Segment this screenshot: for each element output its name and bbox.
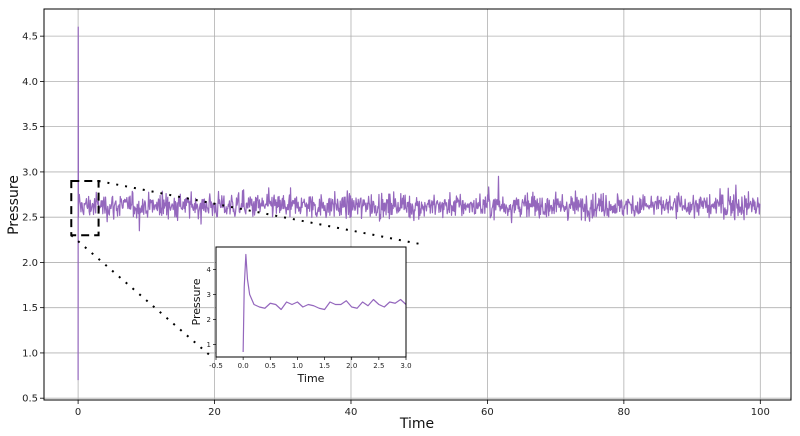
inset-x-tick-label: 1.5: [319, 362, 330, 370]
main-y-tick-label: 4.5: [22, 32, 38, 43]
main-x-ticks: 0 20 40 60 80 100: [75, 400, 770, 418]
inset-y-tick-label: 2: [207, 316, 211, 324]
inset-x-axis-label: Time: [297, 372, 325, 385]
inset-x-tick-label: 0.5: [265, 362, 276, 370]
main-x-tick-label: 60: [481, 407, 494, 418]
inset-pressure-line: [242, 253, 407, 353]
main-pressure-line: [77, 26, 761, 381]
inset-plot-frame: [215, 246, 407, 358]
main-x-tick-label: 100: [751, 407, 770, 418]
zoom-connector-line-upper: [98, 179, 421, 245]
inset-x-tick-label: 3.0: [400, 362, 411, 370]
main-x-tick-label: 40: [345, 407, 358, 418]
main-y-tick-label: 3.0: [22, 167, 38, 178]
inset-x-ticks: -0.5 0.0 0.5 1.0 1.5 2.0 2.5 3.0: [209, 357, 412, 370]
inset-plot-area: [216, 247, 406, 357]
main-y-axis-label: Pressure: [6, 175, 22, 235]
main-x-tick-label: 0: [75, 407, 81, 418]
inset-x-tick-label: 2.0: [346, 362, 357, 370]
inset-plot: -0.5 0.0 0.5 1.0 1.5 2.0 2.5 3.0 1 2 3 4 Time Pres…: [190, 246, 412, 385]
main-plot: 0 20 40 60 80 100 0.5 1.0 1.5 2.0 2.5 3.0 3.5 4.0 4.5…: [6, 8, 792, 432]
main-y-tick-label: 2.0: [22, 258, 38, 269]
main-y-tick-label: 1.5: [22, 303, 38, 314]
inset-y-axis-label: Pressure: [190, 278, 203, 325]
zoom-region-box: [70, 179, 100, 237]
inset-y-tick-label: 1: [207, 341, 211, 349]
main-y-tick-label: 4.0: [22, 77, 38, 88]
main-x-axis-label: Time: [399, 416, 434, 432]
main-gridlines: [44, 9, 791, 400]
main-series-group: [77, 26, 761, 381]
inset-x-tick-label: -0.5: [209, 362, 223, 370]
main-x-tick-label: 80: [617, 407, 630, 418]
main-plot-frame: [43, 8, 792, 401]
main-y-tick-label: 2.5: [22, 213, 38, 224]
main-y-tick-label: 3.5: [22, 122, 38, 133]
main-y-tick-label: 1.0: [22, 348, 38, 359]
zoom-indicator: [70, 179, 421, 359]
main-x-tick-label: 20: [208, 407, 221, 418]
inset-x-tick-label: 0.0: [238, 362, 249, 370]
inset-y-tick-label: 4: [207, 266, 212, 274]
main-y-tick-label: 0.5: [22, 394, 38, 405]
inset-x-tick-label: 1.0: [292, 362, 303, 370]
inset-y-ticks: 1 2 3 4: [207, 266, 216, 349]
inset-x-tick-label: 2.5: [373, 362, 384, 370]
inset-series-group: [242, 253, 407, 353]
main-y-ticks: 0.5 1.0 1.5 2.0 2.5 3.0 3.5 4.0 4.5: [22, 32, 44, 405]
inset-y-tick-label: 3: [207, 291, 211, 299]
